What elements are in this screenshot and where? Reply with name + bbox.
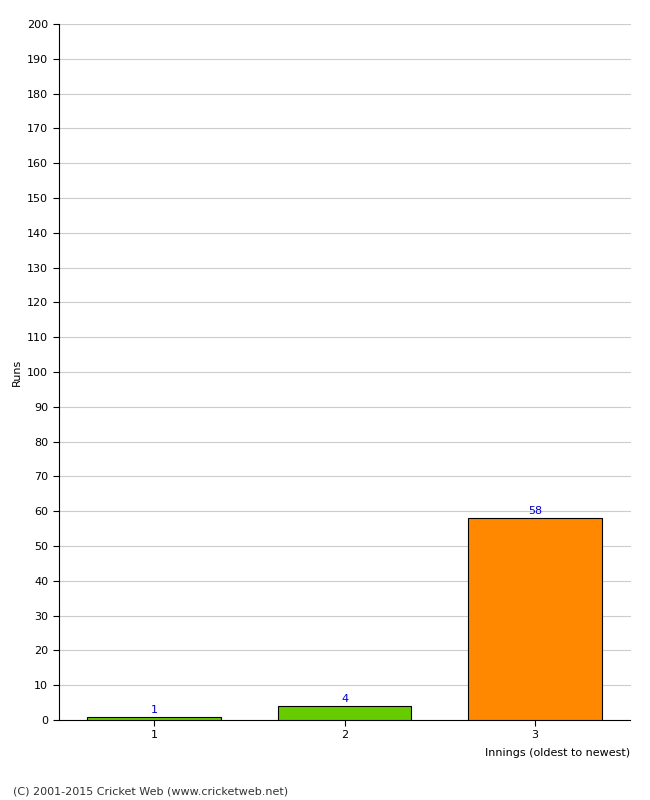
Bar — [469, 518, 602, 720]
Text: (C) 2001-2015 Cricket Web (www.cricketweb.net): (C) 2001-2015 Cricket Web (www.cricketwe… — [13, 786, 288, 796]
Bar — [87, 717, 220, 720]
Text: 4: 4 — [341, 694, 348, 704]
Text: 58: 58 — [528, 506, 542, 517]
Text: Innings (oldest to newest): Innings (oldest to newest) — [486, 748, 630, 758]
Text: 1: 1 — [150, 705, 157, 714]
Bar — [278, 706, 411, 720]
Y-axis label: Runs: Runs — [12, 358, 21, 386]
